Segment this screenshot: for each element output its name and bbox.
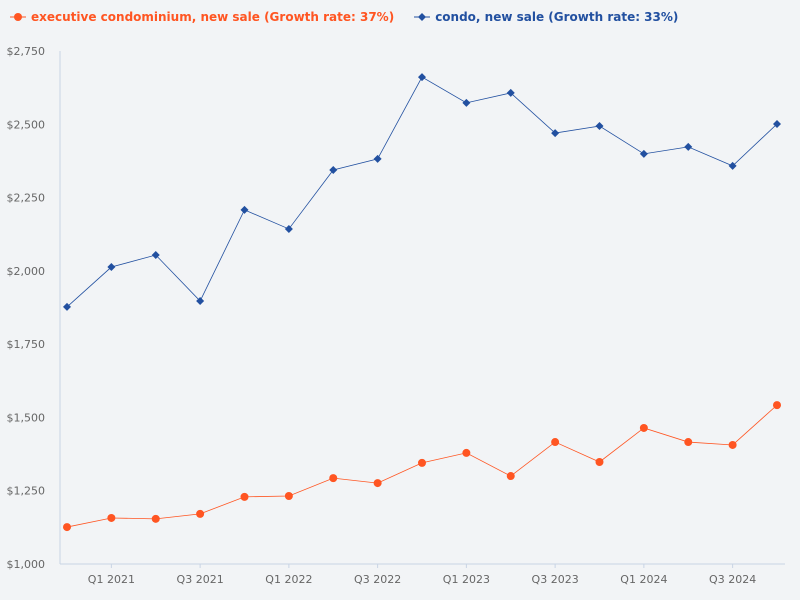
data-point [684, 438, 693, 447]
x-tick-label: Q3 2024 [709, 573, 756, 586]
y-tick-label: $1,500 [7, 411, 46, 424]
x-tick-label: Q1 2024 [620, 573, 667, 586]
legend-item-condo[interactable]: condo, new sale (Growth rate: 33%) [414, 10, 678, 24]
legend-label: executive condominium, new sale (Growth … [31, 10, 395, 24]
y-tick-label: $1,250 [7, 485, 46, 498]
data-point [462, 448, 471, 457]
diamond-marker-icon [414, 13, 431, 21]
legend: executive condominium, new sale (Growth … [10, 10, 678, 24]
y-tick-label: $1,000 [7, 558, 46, 571]
circle-marker-icon [10, 13, 26, 21]
data-point [196, 509, 205, 518]
data-point [639, 149, 648, 158]
data-point [373, 154, 382, 163]
data-point [728, 161, 737, 170]
data-point [595, 122, 604, 131]
y-tick-label: $2,250 [7, 192, 46, 205]
data-point [506, 88, 515, 97]
data-point [151, 514, 160, 523]
y-tick-label: $2,750 [7, 45, 46, 58]
data-point [329, 166, 338, 175]
x-tick-label: Q3 2022 [354, 573, 401, 586]
data-point [240, 205, 249, 214]
data-point [773, 401, 781, 410]
data-point [107, 513, 116, 522]
series-line-1 [66, 76, 778, 308]
data-point [551, 438, 560, 447]
legend-label: condo, new sale (Growth rate: 33%) [435, 10, 679, 24]
data-point [373, 479, 382, 488]
data-point [151, 251, 160, 260]
data-point [639, 423, 648, 432]
x-tick-label: Q3 2023 [532, 573, 579, 586]
data-point [506, 472, 515, 481]
data-point [418, 73, 426, 82]
data-point [63, 523, 71, 532]
data-point [329, 474, 338, 483]
data-point [462, 98, 471, 107]
data-point [728, 440, 737, 449]
x-tick-label: Q1 2022 [265, 573, 312, 586]
y-tick-label: $2,000 [7, 265, 46, 278]
data-point [773, 119, 781, 128]
data-point [63, 302, 71, 311]
legend-item-executive-condominium[interactable]: executive condominium, new sale (Growth … [10, 10, 394, 24]
data-point [684, 142, 693, 151]
data-point [418, 458, 426, 467]
y-tick-label: $2,500 [7, 118, 46, 131]
x-tick-label: Q1 2021 [88, 573, 135, 586]
y-tick-label: $1,750 [7, 338, 46, 351]
data-point [240, 492, 249, 501]
data-point [107, 263, 116, 272]
data-point [551, 129, 560, 138]
x-tick-label: Q3 2021 [177, 573, 224, 586]
data-point [284, 224, 293, 233]
data-point [284, 491, 293, 500]
data-point [196, 297, 205, 306]
data-point [595, 457, 604, 466]
x-tick-label: Q1 2023 [443, 573, 490, 586]
